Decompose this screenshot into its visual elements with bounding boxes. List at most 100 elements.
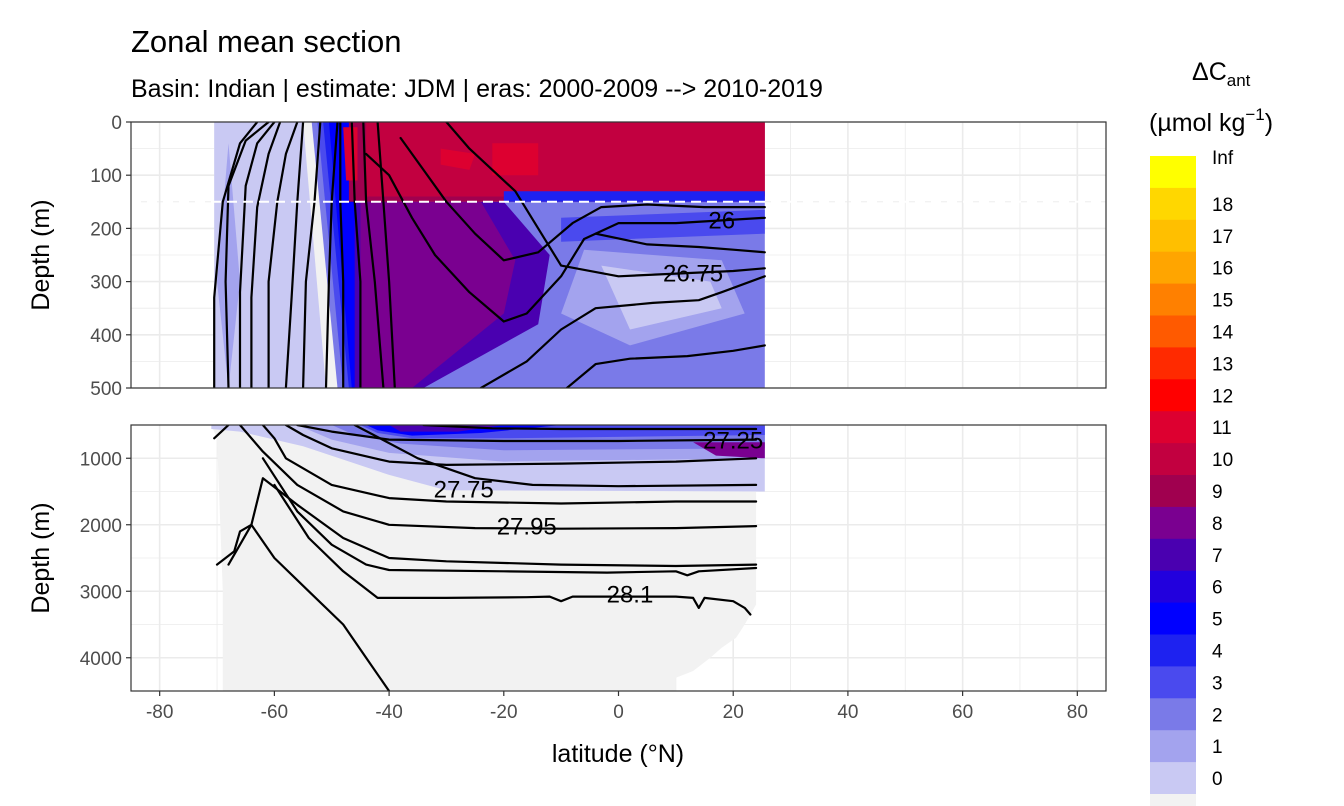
isopycnal-contour xyxy=(261,425,758,505)
isopycnal-contour xyxy=(324,122,339,388)
isopycnal-contour xyxy=(339,122,345,388)
y-tick-label: 2000 xyxy=(80,516,122,537)
legend-unit: (µmol kg−1) xyxy=(1149,105,1273,137)
legend-swatch xyxy=(1150,315,1196,348)
legend-swatch xyxy=(1150,156,1196,189)
contour-label: 26.75 xyxy=(663,261,723,288)
isopycnal-contour xyxy=(365,152,766,323)
legend-swatch xyxy=(1150,283,1196,316)
isopycnal-contour xyxy=(261,457,758,577)
isopycnal-contour xyxy=(422,425,758,431)
legend-swatch xyxy=(1150,666,1196,699)
x-tick-label: 0 xyxy=(613,702,624,723)
legend-swatch xyxy=(1150,347,1196,380)
fill-region xyxy=(492,143,539,176)
legend-label: 7 xyxy=(1212,546,1223,567)
x-tick-label: -40 xyxy=(375,702,402,723)
x-tick-label: 20 xyxy=(723,702,744,723)
fill-region xyxy=(211,425,765,691)
isopycnal-contour xyxy=(302,122,322,388)
y-tick-label: 200 xyxy=(90,219,122,240)
fill-region xyxy=(440,148,476,170)
legend-label: 9 xyxy=(1212,482,1223,503)
legend-swatch xyxy=(1150,219,1196,253)
legend-label: 10 xyxy=(1212,450,1233,471)
isopycnal-contour xyxy=(350,122,362,388)
legend-label: 15 xyxy=(1212,291,1233,312)
contour-label: 27.95 xyxy=(497,514,557,541)
isopycnal-contour xyxy=(284,425,758,466)
legend-swatch xyxy=(1150,794,1196,806)
isopycnal-contour xyxy=(215,523,391,691)
legend-label: 0 xyxy=(1212,769,1223,790)
y-tick-label: 400 xyxy=(90,326,122,347)
y-tick-label: 100 xyxy=(90,166,122,187)
x-axis-title: latitude (°N) xyxy=(552,740,684,768)
legend-label: 17 xyxy=(1212,227,1233,248)
legend-label: 1 xyxy=(1212,737,1223,758)
legend-swatch xyxy=(1150,475,1196,508)
legend-swatch xyxy=(1150,379,1196,412)
lower-panel-contours xyxy=(213,425,758,691)
x-tick-label: -60 xyxy=(261,702,288,723)
y-tick-label: 300 xyxy=(90,273,122,294)
chart-subtitle: Basin: Indian | estimate: JDM | eras: 20… xyxy=(131,75,823,103)
y-axis-title-upper: Depth (m) xyxy=(27,199,55,310)
contour-label: 27.25 xyxy=(703,427,763,454)
legend-label: 13 xyxy=(1212,354,1233,375)
legend-swatch xyxy=(1150,187,1196,221)
isopycnal-contour xyxy=(296,425,758,443)
isopycnal-contour xyxy=(353,425,758,488)
fill-region xyxy=(693,442,765,459)
legend-swatch xyxy=(1150,570,1196,604)
legend-label: 14 xyxy=(1212,322,1234,343)
y-tick-label: 0 xyxy=(111,113,122,134)
legend-swatch xyxy=(1150,602,1196,635)
legend-swatch xyxy=(1150,443,1196,476)
fill-region xyxy=(217,143,240,388)
isopycnal-contour xyxy=(224,122,270,388)
upper-panel-fill xyxy=(214,122,765,388)
y-tick-label: 3000 xyxy=(80,582,122,603)
isopycnal-contour xyxy=(565,344,766,388)
isopycnal-contour xyxy=(594,232,766,254)
x-tick-label: -80 xyxy=(146,702,173,723)
isopycnal-contour xyxy=(284,122,305,388)
legend-label: 5 xyxy=(1212,610,1223,631)
legend-label: 16 xyxy=(1212,259,1233,280)
fill-region xyxy=(561,209,765,242)
isopycnal-contour xyxy=(213,425,230,440)
legend-label: 8 xyxy=(1212,514,1223,535)
contour-label: 27.75 xyxy=(434,477,494,504)
legend-label: 6 xyxy=(1212,578,1223,599)
isopycnal-contour xyxy=(376,122,396,388)
chart-title: Zonal mean section xyxy=(131,24,402,59)
panel-border xyxy=(130,121,1107,389)
x-tick-label: 60 xyxy=(952,702,973,723)
isopycnal-contour xyxy=(238,425,758,530)
isopycnal-contour xyxy=(362,122,385,388)
legend-swatch xyxy=(1150,251,1196,285)
fill-region xyxy=(601,265,722,330)
isopycnal-contour xyxy=(399,136,766,262)
isopycnal-contour xyxy=(479,275,766,388)
isopycnal-contour xyxy=(250,122,282,388)
legend-swatch xyxy=(1150,506,1196,540)
x-tick-label: -20 xyxy=(490,702,517,723)
legend-swatch xyxy=(1150,538,1196,572)
legend-label: Inf xyxy=(1212,148,1234,169)
y-tick-label: 1000 xyxy=(80,449,122,470)
x-tick-label: 40 xyxy=(837,702,858,723)
fill-region xyxy=(360,201,516,388)
legend-swatch xyxy=(1150,730,1196,763)
legend-label: 2 xyxy=(1212,705,1223,726)
y-axis-title-lower: Depth (m) xyxy=(27,502,55,613)
legend-label: 3 xyxy=(1212,673,1223,694)
legend-title: ΔCant xyxy=(1192,58,1251,90)
legend-swatch xyxy=(1150,698,1196,731)
fill-region xyxy=(366,122,765,197)
axis-ticks: -80 -60 -40 -20 0 20 40 60 80 0 100 200 300 400 500 100… xyxy=(80,113,1088,723)
legend-label: 11 xyxy=(1212,418,1232,439)
